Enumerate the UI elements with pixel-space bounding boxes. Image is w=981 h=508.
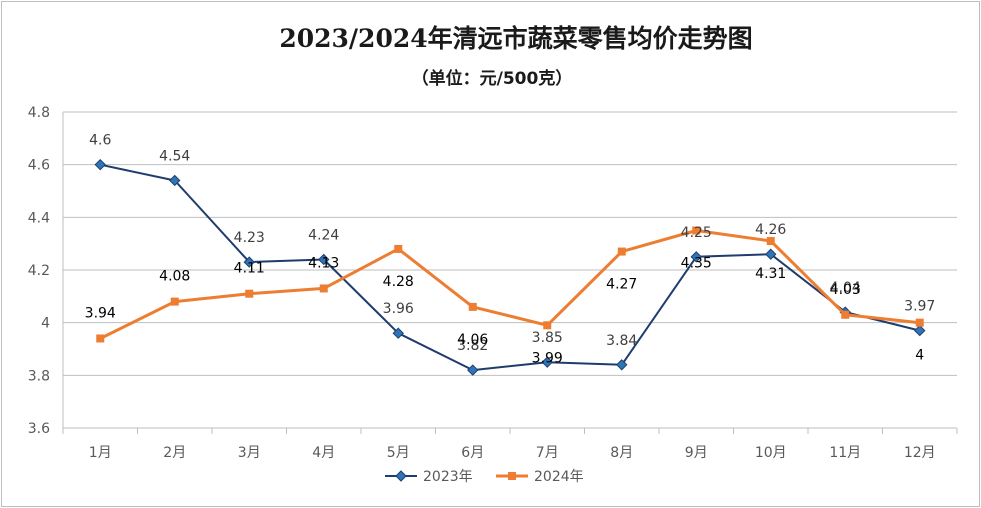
data-label-2024: 3.99: [532, 350, 563, 366]
data-point-2024-6月: [468, 302, 477, 311]
data-label-2023: 4.25: [681, 225, 712, 241]
data-label-2023: 4.6: [89, 133, 111, 149]
data-point-2024-8月: [617, 247, 626, 256]
series-lines: [94, 158, 926, 376]
x-tick-label: 12月: [904, 445, 936, 461]
data-label-2024: 4.27: [606, 277, 637, 293]
y-tick-label: 4.6: [28, 158, 50, 174]
data-label-2023: 3.84: [606, 333, 637, 349]
y-tick-label: 4: [41, 316, 50, 332]
data-label-2024: 4.11: [234, 261, 265, 277]
y-tick-label: 4.2: [28, 263, 50, 279]
data-point-2023-12月: [914, 324, 926, 337]
data-label-2024: 4.08: [159, 269, 190, 285]
x-tick-label: 2月: [163, 445, 186, 461]
data-label-2024: 4.28: [383, 274, 414, 290]
series-line-2023年: [100, 163, 921, 372]
data-label-2024: 4.03: [830, 282, 861, 298]
x-tick-label: 11月: [829, 445, 861, 461]
data-label-2024: 4.35: [681, 256, 712, 272]
data-label-2023: 4.23: [234, 230, 265, 246]
data-point-2024-11月: [841, 310, 850, 319]
chart-title: 2023/2024年清远市蔬菜零售均价走势图: [279, 24, 752, 53]
data-point-2024-3月: [245, 289, 254, 298]
data-point-2023-7月: [541, 356, 553, 368]
legend-label: 2023年: [423, 469, 473, 485]
data-label-2023: 4.04: [830, 280, 861, 296]
data-label-2024: 4.13: [308, 255, 339, 271]
data-point-2023-1月: [94, 158, 106, 171]
data-point-2024-2月: [170, 297, 179, 306]
data-point-2024-12月: [915, 318, 924, 327]
data-point-2023-8月: [616, 359, 628, 371]
x-tick-label: 8月: [610, 445, 633, 461]
data-point-2023-9月: [690, 251, 702, 263]
legend-marker: [395, 470, 407, 482]
x-tick-label: 5月: [387, 445, 410, 461]
data-label-2023: 3.85: [532, 330, 563, 346]
legend: 2023年 2024年: [385, 469, 584, 485]
x-tick-label: 3月: [238, 445, 261, 461]
data-point-2023-4月: [318, 253, 330, 266]
x-tick-label: 1月: [89, 445, 112, 461]
data-label-2024: 4: [915, 348, 924, 364]
y-tick-label: 4.4: [28, 210, 50, 226]
data-label-2024: 4.31: [755, 266, 786, 282]
data-label-2023: 4.26: [755, 222, 786, 238]
x-tick-label: 6月: [461, 445, 484, 461]
data-point-2023-5月: [392, 327, 404, 339]
data-label-2024: 3.94: [85, 305, 116, 321]
data-label-2023: 3.97: [904, 299, 935, 315]
data-point-2024-1月: [96, 334, 105, 343]
data-label-2023: 3.96: [383, 301, 414, 317]
data-label-2024: 4.06: [457, 332, 488, 348]
legend-marker: [508, 472, 516, 480]
x-tick-label: 7月: [536, 445, 559, 461]
chart-subtitle: （单位：元/500克）: [412, 68, 573, 89]
y-tick-label: 3.8: [28, 368, 50, 384]
x-tick-label: 4月: [312, 445, 335, 461]
data-label-2023: 3.82: [457, 338, 488, 354]
data-label-2023: 4.24: [308, 227, 339, 243]
data-point-2024-9月: [692, 226, 701, 235]
data-point-2024-10月: [766, 237, 775, 246]
data-point-2024-4月: [319, 284, 328, 293]
y-tick-label: 4.8: [28, 105, 50, 121]
data-point-2024-7月: [543, 321, 552, 330]
axes: 3.63.844.24.44.64.81月 2月 3月 4月 5月 6月 7月 8月 9月 10月…: [28, 105, 958, 461]
data-label-2023: 4.54: [159, 148, 190, 164]
x-tick-label: 10月: [755, 445, 787, 461]
data-point-2024-5月: [394, 244, 403, 253]
data-point-2023-6月: [467, 364, 479, 376]
data-point-2023-3月: [243, 256, 255, 268]
data-labels: 4.6 4.54 4.23 4.24 3.96 3.82 3.85 3.84 4.25 4.26 4…: [85, 133, 936, 367]
gridlines: [63, 111, 957, 429]
data-point-2023-10月: [765, 248, 777, 260]
x-tick-label: 9月: [685, 445, 708, 461]
y-tick-label: 3.6: [28, 421, 50, 437]
series-line-2024年: [99, 229, 920, 340]
data-point-2023-2月: [169, 174, 181, 187]
legend-label: 2024年: [534, 469, 584, 485]
